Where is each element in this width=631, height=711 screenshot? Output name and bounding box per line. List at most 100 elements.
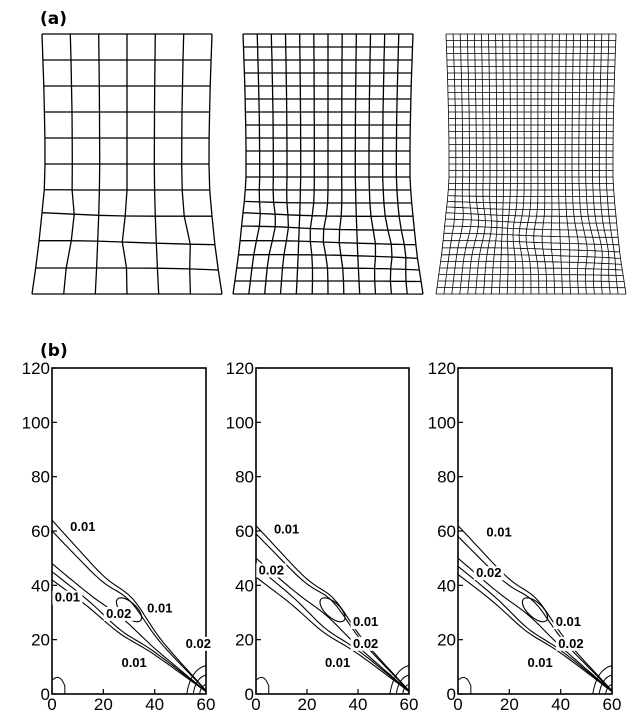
mesh-3 (435, 33, 627, 295)
contour-label-bg (183, 636, 214, 651)
contour-label-bg (473, 566, 504, 581)
contour-line-closed (319, 597, 346, 623)
mesh-grid-lines (435, 33, 627, 295)
contour-line-corner (192, 674, 207, 695)
y-tick-label: 60 (235, 522, 254, 541)
y-tick-label: 120 (22, 359, 50, 378)
contour-line-corner (605, 684, 613, 695)
x-tick-label: 60 (197, 695, 216, 711)
deformed-meshes (31, 33, 627, 295)
mesh-grid-lines (31, 33, 223, 295)
contour-line (457, 525, 613, 691)
panel-label-a: (a) (40, 9, 67, 29)
contour-label-bg (525, 655, 556, 670)
plot-frame (457, 367, 613, 695)
contour-label-bg (271, 522, 302, 537)
x-tick-label: 0 (251, 695, 260, 711)
mesh-grid-lines (232, 33, 424, 295)
contour-label: 0.02 (106, 606, 131, 621)
y-tick-label: 0 (245, 685, 254, 704)
contour-line-corner (598, 674, 613, 695)
y-tick-label: 80 (235, 468, 254, 487)
y-tick-label: 40 (31, 576, 50, 595)
contour-line (457, 565, 613, 692)
contour-line-corner (457, 676, 472, 694)
contour-label: 0.01 (121, 655, 146, 670)
y-tick-label: 60 (437, 522, 456, 541)
panel-label-b: (b) (40, 341, 68, 361)
x-tick-label: 20 (500, 695, 519, 711)
contour-label: 0.02 (558, 636, 583, 651)
contour-label-bg (67, 520, 98, 534)
contour-label: 0.01 (353, 614, 378, 629)
y-tick-label: 60 (31, 522, 50, 541)
contour-line (457, 574, 613, 693)
contour-label: 0.01 (486, 524, 511, 539)
contour-label: 0.01 (147, 601, 172, 616)
contour-line-corner (186, 664, 207, 695)
contour-label-bg (555, 636, 586, 651)
mesh-1 (31, 33, 223, 295)
contour-label-bg (350, 615, 381, 630)
contour-plot-1: 0 20 40 60 80 100 120 0 20 40 60 0.01 0.01 0.02 0.01 0.… (22, 359, 216, 711)
contour-line-corner (592, 664, 613, 695)
y-tick-label: 20 (31, 631, 50, 650)
contour-label: 0.01 (55, 590, 80, 605)
x-tick-label: 40 (145, 695, 164, 711)
contour-label: 0.01 (527, 655, 552, 670)
x-tick-label: 20 (298, 695, 317, 711)
contour-label: 0.02 (186, 636, 211, 651)
contour-label: 0.02 (353, 636, 378, 651)
y-tick-label: 40 (235, 576, 254, 595)
contour-line-corner (51, 676, 66, 694)
contour-label: 0.02 (259, 562, 284, 577)
x-tick-label: 40 (551, 695, 570, 711)
y-tick-label: 120 (226, 359, 254, 378)
contour-label-bg (256, 563, 287, 578)
contour-line-corner (199, 684, 207, 695)
mesh-2 (232, 33, 424, 295)
y-tick-label: 100 (226, 413, 254, 432)
contour-label-bg (484, 525, 515, 540)
contour-label-bg (350, 636, 381, 651)
y-tick-label: 0 (41, 685, 50, 704)
y-tick-label: 80 (31, 468, 50, 487)
y-tick-label: 20 (235, 631, 254, 650)
contour-line (457, 557, 613, 692)
contour-line (51, 519, 207, 691)
contour-label: 0.01 (70, 519, 95, 534)
contour-label-bg (553, 615, 584, 630)
contour-label: 0.02 (476, 565, 501, 580)
x-tick-label: 60 (603, 695, 622, 711)
x-tick-label: 20 (94, 695, 113, 711)
y-tick-label: 100 (428, 413, 456, 432)
contour-line-corner (389, 664, 410, 695)
contour-line (51, 563, 207, 692)
contour-label-bg (103, 606, 134, 621)
contour-line-corner (395, 674, 410, 695)
contour-label: 0.01 (556, 614, 581, 629)
y-tick-label: 20 (437, 631, 456, 650)
y-tick-label: 40 (437, 576, 456, 595)
y-tick-label: 80 (437, 468, 456, 487)
y-tick-label: 0 (447, 685, 456, 704)
contour-line (457, 536, 613, 692)
contour-label-bg (144, 601, 175, 616)
contour-line-corner (402, 684, 410, 695)
x-tick-label: 0 (453, 695, 462, 711)
contour-line-closed (521, 597, 549, 623)
y-tick-label: 100 (22, 413, 50, 432)
contour-line-corner (255, 676, 270, 694)
contour-line (255, 557, 410, 692)
contour-label: 0.01 (274, 522, 299, 537)
x-tick-label: 0 (47, 695, 56, 711)
contour-label: 0.01 (325, 655, 350, 670)
contour-label-bg (119, 655, 150, 670)
contour-line (255, 525, 410, 691)
contour-plot-3: 0 20 40 60 80 100 120 0 20 40 60 0.01 0.02 0.01 0.02 0.… (428, 359, 622, 711)
contour-line (255, 565, 410, 692)
x-tick-label: 60 (400, 695, 419, 711)
contour-label-bg (322, 655, 353, 670)
